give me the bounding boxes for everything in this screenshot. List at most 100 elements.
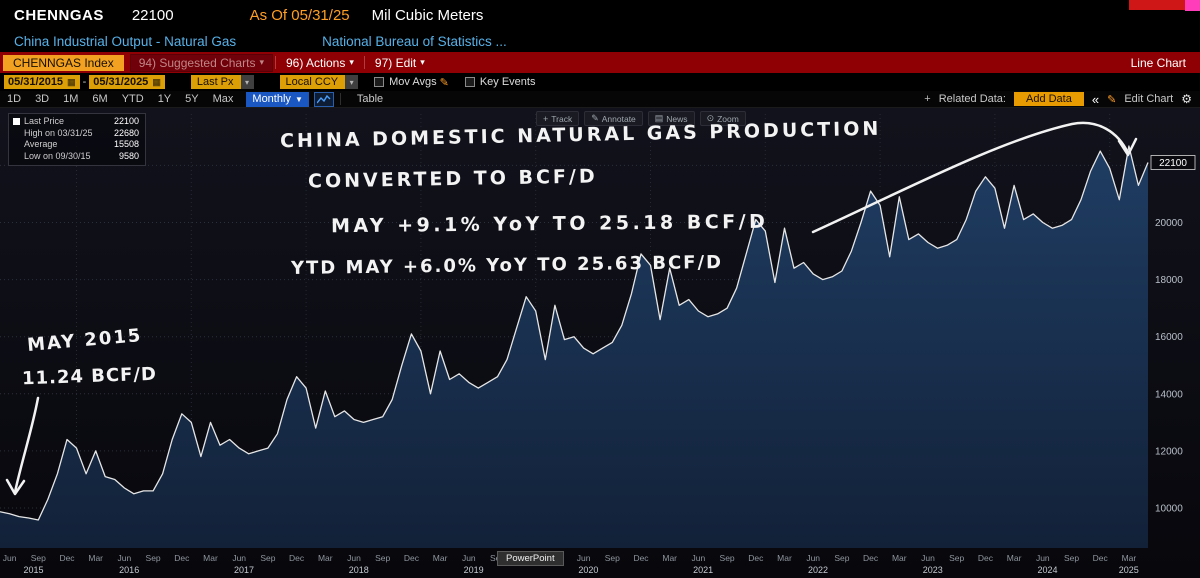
frequency-dropdown[interactable]: Monthly ▼ xyxy=(246,91,309,107)
security-price: 22100 xyxy=(131,6,174,24)
svg-text:2016: 2016 xyxy=(119,565,139,575)
collapse-chevrons-icon[interactable]: « xyxy=(1091,91,1100,107)
currency-dropdown[interactable]: Local CCY ▾ xyxy=(279,75,359,89)
table-button[interactable]: Table xyxy=(356,93,384,105)
track-label: Track xyxy=(551,113,573,124)
svg-text:Dec: Dec xyxy=(174,553,190,563)
svg-text:Jun: Jun xyxy=(232,553,246,563)
chart-area: 10000 12000 14000 16000 18000 20000 Jun Sep Dec M… xyxy=(0,108,1200,578)
price-chart[interactable]: 10000 12000 14000 16000 18000 20000 Jun Sep Dec M… xyxy=(0,108,1200,578)
svg-text:Dec: Dec xyxy=(404,553,420,563)
track-button[interactable]: + Track xyxy=(536,111,580,126)
svg-text:10000: 10000 xyxy=(1155,504,1183,515)
period-1y[interactable]: 1Y xyxy=(157,93,172,105)
edit-menu[interactable]: 97) Edit ▾ xyxy=(367,55,433,71)
news-label: News xyxy=(666,113,688,124)
unit-label: Mil Cubic Meters xyxy=(371,6,484,24)
legend-value: 22100 xyxy=(113,116,139,126)
svg-text:Dec: Dec xyxy=(1093,553,1109,563)
calendar-icon: ▦ xyxy=(67,76,76,87)
related-data-label: Related Data: xyxy=(938,93,1006,105)
plus-icon[interactable]: + xyxy=(924,93,931,105)
chevron-down-icon: ▾ xyxy=(420,57,425,67)
gear-icon[interactable]: ⚙ xyxy=(1181,92,1192,106)
date-separator: - xyxy=(82,76,87,88)
period-max[interactable]: Max xyxy=(212,93,234,105)
edit-label: 97) Edit xyxy=(374,55,417,70)
period-5y[interactable]: 5Y xyxy=(185,93,199,105)
security-header: CHENNGAS 22100 As Of 05/31/25 Mil Cubic … xyxy=(0,0,1200,30)
zoom-button[interactable]: ⊙ Zoom xyxy=(699,111,746,126)
pencil-icon[interactable]: ✎ xyxy=(439,76,449,89)
window-corner xyxy=(1129,0,1200,11)
svg-text:2025: 2025 xyxy=(1119,565,1139,575)
mov-avgs-checkbox[interactable] xyxy=(374,77,385,87)
svg-text:14000: 14000 xyxy=(1155,389,1183,400)
actions-menu[interactable]: 96) Actions ▾ xyxy=(278,55,362,71)
svg-text:12000: 12000 xyxy=(1155,446,1183,457)
toolbar-divider xyxy=(339,93,341,105)
svg-text:Jun: Jun xyxy=(347,553,361,563)
currency-value: Local CCY xyxy=(285,76,339,88)
svg-text:Sep: Sep xyxy=(260,553,275,563)
svg-text:Sep: Sep xyxy=(605,553,620,563)
period-6m[interactable]: 6M xyxy=(92,93,108,105)
suggested-charts-menu[interactable]: 94) Suggested Charts ▾ xyxy=(129,53,273,72)
mov-avgs-label: Mov Avgs xyxy=(389,76,437,88)
period-3d[interactable]: 3D xyxy=(35,93,50,105)
svg-text:Sep: Sep xyxy=(1064,553,1079,563)
svg-text:20000: 20000 xyxy=(1155,218,1183,229)
date-from-input[interactable]: 05/31/2015 ▦ xyxy=(4,75,80,89)
as-of-date: As Of 05/31/25 xyxy=(249,6,350,24)
svg-text:Dec: Dec xyxy=(289,553,305,563)
price-field-value: Last Px xyxy=(196,76,234,88)
svg-text:Mar: Mar xyxy=(88,553,103,563)
news-button[interactable]: ▤ News xyxy=(647,111,695,126)
corner-badge xyxy=(1185,0,1200,11)
svg-text:Sep: Sep xyxy=(31,553,46,563)
date-to-input[interactable]: 05/31/2025 ▦ xyxy=(89,75,165,89)
add-data-button[interactable]: Add Data xyxy=(1013,92,1084,106)
period-1m[interactable]: 1M xyxy=(63,93,79,105)
legend-label: High on 03/31/25 xyxy=(24,127,93,138)
calendar-icon: ▦ xyxy=(152,76,161,87)
legend-row-average: Average 15508 xyxy=(13,139,139,151)
svg-text:Sep: Sep xyxy=(375,553,390,563)
function-menubar: CHENNGAS Index 94) Suggested Charts ▾ 96… xyxy=(0,52,1200,73)
edit-chart-button[interactable]: Edit Chart xyxy=(1124,93,1174,105)
chart-legend: Last Price 22100 High on 03/31/25 22680 … xyxy=(8,113,146,166)
period-1d[interactable]: 1D xyxy=(7,93,22,105)
key-events-checkbox[interactable] xyxy=(464,77,475,87)
svg-text:Jun: Jun xyxy=(118,553,132,563)
legend-row-last-price: Last Price 22100 xyxy=(13,116,139,128)
security-ticker: CHENNGAS xyxy=(14,6,104,24)
frequency-value: Monthly xyxy=(252,93,291,105)
annotate-label: Annotate xyxy=(601,113,636,124)
svg-text:Dec: Dec xyxy=(633,553,649,563)
window-controls-strip[interactable] xyxy=(1129,0,1185,10)
legend-value: 9580 xyxy=(118,150,139,161)
line-chart-type-button[interactable] xyxy=(313,91,334,107)
chart-settings-bar: 05/31/2015 ▦ - 05/31/2025 ▦ Last Px ▾ Lo… xyxy=(0,73,1200,91)
svg-text:Mar: Mar xyxy=(433,553,448,563)
chevron-down-icon: ▾ xyxy=(349,57,354,67)
svg-text:22100: 22100 xyxy=(1159,158,1187,169)
svg-text:2019: 2019 xyxy=(464,565,484,575)
zoom-icon: ⊙ xyxy=(706,113,715,123)
svg-text:2018: 2018 xyxy=(349,565,369,575)
svg-text:Sep: Sep xyxy=(834,553,849,563)
svg-text:Jun: Jun xyxy=(692,553,706,563)
related-data-cluster: + Related Data: Add Data « ✎ Edit Chart … xyxy=(924,92,1192,107)
handwritten-line3: MAY +9.1% YoY TO 25.18 BCF/D xyxy=(330,210,769,238)
svg-text:2015: 2015 xyxy=(23,565,43,575)
svg-text:Dec: Dec xyxy=(863,553,879,563)
legend-label: Average xyxy=(24,139,58,149)
legend-label: Low on 09/30/15 xyxy=(24,150,91,161)
security-field[interactable]: CHENNGAS Index xyxy=(3,54,124,71)
annotate-button[interactable]: ✎ Annotate xyxy=(584,111,643,126)
security-description: China Industrial Output - Natural Gas xyxy=(14,33,237,49)
chevron-down-icon: ▼ xyxy=(294,94,303,104)
period-ytd[interactable]: YTD xyxy=(121,93,144,105)
price-field-dropdown[interactable]: Last Px ▾ xyxy=(190,75,254,89)
